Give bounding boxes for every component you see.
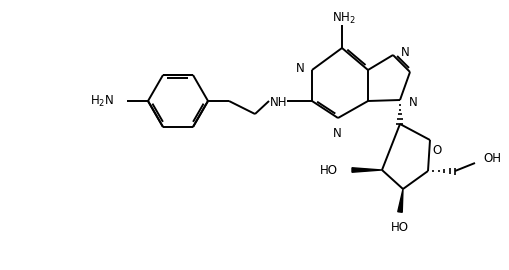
Text: HO: HO — [319, 164, 337, 177]
Text: NH: NH — [270, 96, 287, 109]
Text: N: N — [400, 46, 409, 59]
Polygon shape — [351, 168, 381, 172]
Text: N: N — [408, 96, 417, 110]
Text: NH$_2$: NH$_2$ — [331, 11, 355, 26]
Polygon shape — [397, 189, 402, 212]
Text: N: N — [332, 127, 341, 140]
Text: OH: OH — [482, 153, 500, 166]
Text: O: O — [432, 144, 441, 157]
Text: H$_2$N: H$_2$N — [90, 93, 114, 109]
Text: HO: HO — [390, 221, 408, 234]
Text: N: N — [296, 62, 304, 76]
